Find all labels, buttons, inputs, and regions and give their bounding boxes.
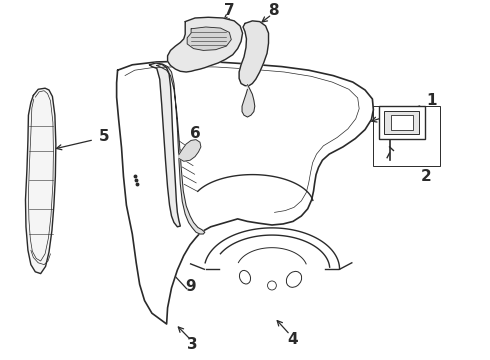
Polygon shape xyxy=(168,17,243,72)
Polygon shape xyxy=(157,64,205,234)
Text: 7: 7 xyxy=(224,3,235,18)
Ellipse shape xyxy=(286,271,302,287)
Bar xyxy=(391,115,413,130)
Polygon shape xyxy=(242,85,255,117)
Polygon shape xyxy=(187,27,231,50)
Ellipse shape xyxy=(240,270,250,284)
Text: 4: 4 xyxy=(287,332,298,347)
Polygon shape xyxy=(25,88,56,274)
Text: 8: 8 xyxy=(268,3,279,18)
Text: 9: 9 xyxy=(185,279,196,294)
Polygon shape xyxy=(179,140,201,161)
Bar xyxy=(372,106,440,166)
Text: 6: 6 xyxy=(190,126,200,141)
Polygon shape xyxy=(239,21,269,86)
Ellipse shape xyxy=(268,281,276,290)
Bar xyxy=(384,111,419,134)
Bar xyxy=(378,106,425,139)
Text: 3: 3 xyxy=(187,337,198,352)
Text: 2: 2 xyxy=(421,169,432,184)
Text: 1: 1 xyxy=(426,93,437,108)
Polygon shape xyxy=(149,63,180,227)
Polygon shape xyxy=(117,61,373,324)
Text: 5: 5 xyxy=(98,129,109,144)
